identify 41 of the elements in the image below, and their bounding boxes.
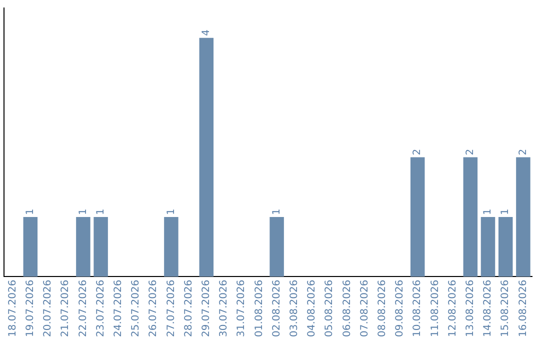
data-label: 1 (95, 208, 106, 216)
x-tick-label: 25.07.2026 (130, 280, 142, 338)
x-tick-label: 24.07.2026 (112, 280, 124, 338)
x-tick-label: 10.08.2026 (412, 280, 424, 338)
data-label: 2 (518, 148, 529, 156)
data-label: 1 (482, 208, 494, 216)
x-tick-label: 04.08.2026 (306, 280, 318, 338)
x-tick-label: 31.07.2026 (236, 280, 248, 338)
x-tick-label: 28.07.2026 (183, 280, 194, 338)
x-tick-label: 16.08.2026 (518, 280, 529, 338)
x-tick-label: 09.08.2026 (394, 280, 406, 338)
x-tick-label: 05.08.2026 (324, 280, 336, 338)
data-label: 2 (464, 148, 476, 156)
x-tick-label: 27.07.2026 (166, 280, 177, 338)
x-tick-label: 08.08.2026 (376, 280, 388, 338)
data-label: 1 (271, 208, 282, 216)
x-tick-label: 03.08.2026 (288, 280, 300, 338)
x-tick-label: 13.08.2026 (464, 280, 476, 338)
x-tick-label: 14.08.2026 (482, 280, 494, 338)
x-tick-label: 18.07.2026 (7, 280, 18, 338)
data-label: 1 (500, 208, 512, 216)
x-tick-label: 20.07.2026 (42, 280, 54, 338)
data-label: 2 (412, 148, 424, 156)
data-label: 1 (78, 208, 89, 216)
x-tick-label: 07.08.2026 (359, 280, 370, 338)
x-tick-label: 30.07.2026 (218, 280, 230, 338)
x-tick-label: 26.07.2026 (148, 280, 160, 338)
data-label: 1 (166, 208, 177, 216)
x-tick-label: 06.08.2026 (342, 280, 353, 338)
data-label: 4 (200, 29, 212, 36)
x-tick-label: 23.07.2026 (95, 280, 106, 338)
x-tick-label: 19.07.2026 (24, 280, 36, 338)
x-tick-label: 11.08.2026 (430, 280, 441, 338)
x-tick-label: 02.08.2026 (271, 280, 282, 338)
x-tick-label: 21.07.2026 (60, 280, 72, 338)
x-tick-label: 22.07.2026 (78, 280, 89, 338)
data-label: 1 (24, 208, 36, 216)
x-tick-label: 15.08.2026 (500, 280, 512, 338)
x-tick-label: 01.08.2026 (254, 280, 265, 338)
x-tick-label: 12.08.2026 (447, 280, 458, 338)
x-tick-label: 29.07.2026 (200, 280, 212, 338)
